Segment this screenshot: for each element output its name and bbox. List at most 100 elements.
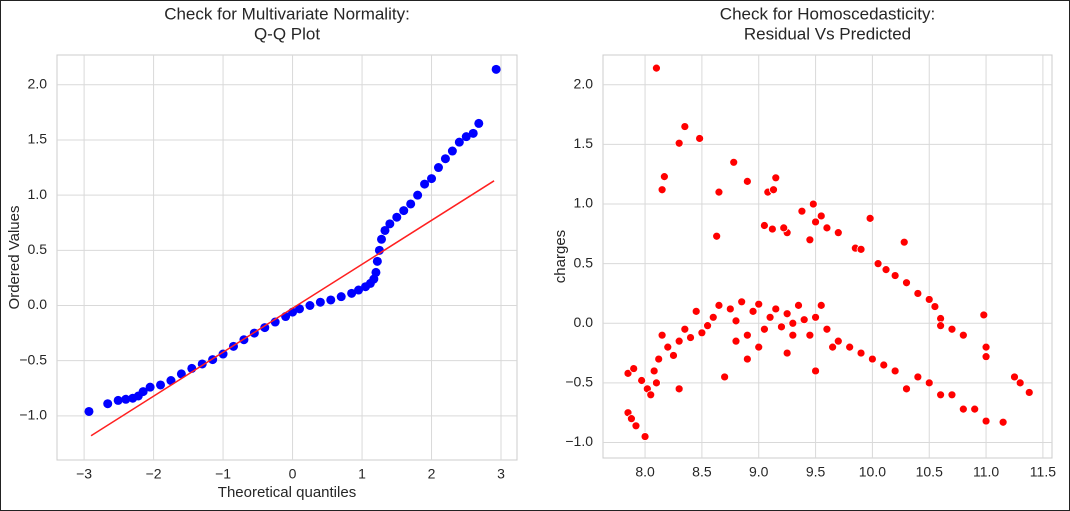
- data-point: [627, 414, 636, 424]
- data-point: [737, 297, 747, 307]
- data-point: [760, 324, 769, 334]
- data-point: [654, 354, 664, 364]
- data-point: [924, 378, 934, 388]
- data-point: [913, 372, 923, 382]
- data-point: [315, 297, 325, 307]
- y-tick-label: −0.5: [565, 374, 593, 390]
- data-point: [779, 223, 789, 233]
- data-point: [1015, 378, 1025, 388]
- data-point: [805, 330, 815, 340]
- y-tick-label: 0.5: [28, 241, 48, 257]
- data-point: [833, 228, 843, 238]
- data-point: [902, 384, 911, 394]
- data-point: [771, 304, 781, 314]
- data-point: [145, 382, 155, 392]
- data-point: [981, 342, 991, 352]
- data-point: [674, 138, 684, 148]
- data-point: [686, 333, 695, 342]
- data-point: [420, 179, 430, 189]
- data-point: [176, 369, 186, 379]
- data-point: [680, 122, 690, 131]
- data-point: [468, 128, 478, 138]
- data-point: [629, 364, 639, 373]
- data-point: [782, 348, 792, 358]
- data-point: [777, 322, 786, 332]
- data-point: [765, 312, 775, 322]
- data-point: [808, 199, 818, 209]
- y-axis-label: charges: [552, 230, 569, 283]
- y-tick-label: 0.0: [574, 314, 594, 330]
- x-tick-label: −3: [76, 466, 92, 482]
- x-tick-label: −1: [215, 466, 231, 482]
- chart-title: Residual Vs Predicted: [744, 24, 911, 43]
- data-point: [873, 259, 883, 269]
- x-axis-label: Theoretical quantiles: [218, 484, 356, 501]
- data-point: [833, 336, 843, 346]
- data-point: [680, 324, 690, 334]
- data-point: [657, 185, 667, 195]
- data-point: [742, 354, 752, 364]
- data-point: [720, 372, 730, 382]
- data-point: [347, 288, 357, 298]
- data-point: [305, 301, 315, 311]
- data-point: [156, 380, 166, 390]
- data-point: [218, 349, 228, 359]
- x-tick-label: 0: [289, 466, 297, 482]
- data-point: [326, 295, 336, 305]
- data-point: [899, 237, 909, 247]
- y-tick-label: 0.5: [574, 254, 594, 270]
- x-tick-label: 11.0: [973, 464, 999, 480]
- data-point: [998, 417, 1008, 427]
- data-point: [392, 212, 402, 222]
- data-point: [924, 295, 934, 304]
- data-point: [674, 336, 684, 346]
- data-point: [890, 271, 900, 280]
- data-point: [447, 146, 457, 156]
- x-tick-label: 11.5: [1030, 464, 1056, 480]
- y-tick-label: −1.0: [19, 407, 47, 423]
- x-tick-label: 3: [497, 466, 505, 482]
- data-point: [427, 174, 437, 184]
- data-point: [811, 217, 820, 227]
- data-point: [121, 394, 131, 404]
- data-point: [703, 321, 712, 331]
- data-point: [856, 244, 866, 254]
- data-point: [725, 304, 735, 314]
- data-point: [731, 336, 741, 346]
- x-tick-label: 9.0: [749, 464, 769, 480]
- data-point: [797, 206, 807, 216]
- data-point: [691, 306, 701, 316]
- data-point: [865, 213, 875, 223]
- data-point: [811, 366, 820, 376]
- data-point: [454, 137, 464, 147]
- data-point: [712, 231, 722, 241]
- x-tick-label: 1: [358, 466, 366, 482]
- data-point: [742, 176, 752, 186]
- data-point: [782, 309, 792, 319]
- data-point: [166, 376, 176, 386]
- plot-area: [56, 54, 518, 461]
- data-point: [413, 190, 423, 200]
- data-point: [947, 390, 957, 400]
- x-tick-label: 9.5: [806, 464, 826, 480]
- data-point: [856, 348, 866, 358]
- data-point: [260, 323, 270, 333]
- data-point: [979, 310, 989, 320]
- chart-title: Check for Homoscedasticity:: [720, 4, 935, 23]
- data-point: [474, 118, 484, 128]
- data-point: [372, 256, 382, 266]
- data-point: [652, 63, 661, 73]
- data-point: [399, 206, 409, 216]
- data-point: [491, 64, 501, 74]
- data-point: [295, 304, 305, 314]
- data-point: [868, 354, 877, 364]
- data-point: [845, 342, 855, 352]
- fit-line: [90, 180, 495, 437]
- data-point: [657, 330, 667, 340]
- data-point: [890, 366, 900, 376]
- x-tick-label: 8.0: [635, 464, 655, 480]
- plot-area: [602, 54, 1053, 459]
- data-point: [754, 299, 764, 309]
